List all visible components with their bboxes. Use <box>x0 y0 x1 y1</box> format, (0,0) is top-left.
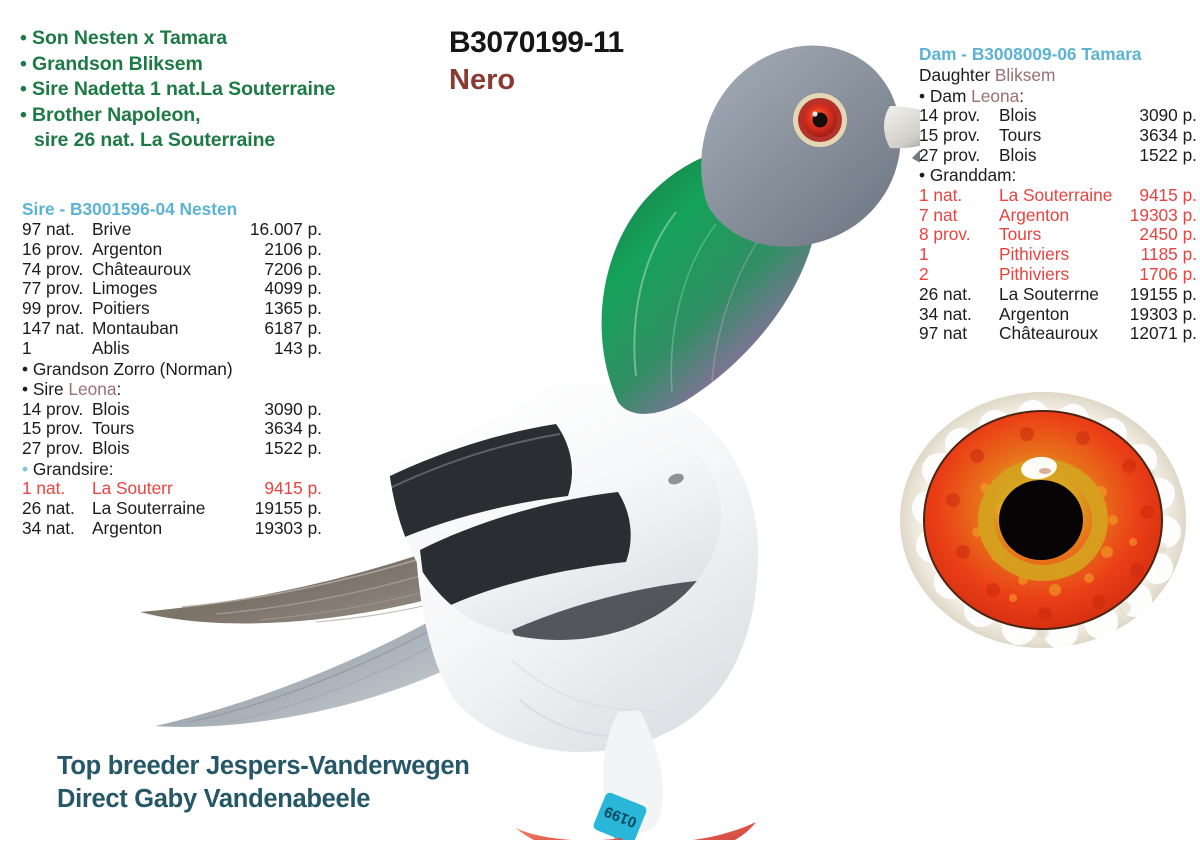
highlight-line: • Sire Nadetta 1 nat.La Souterraine <box>20 78 336 100</box>
sire-header: Sire - B3001596-04 Nesten <box>22 199 238 219</box>
table-row: 77 prov. Limoges 4099 p. <box>22 278 322 299</box>
table-row: 97 nat Châteauroux 12071 p. <box>919 323 1197 344</box>
table-row: 34 nat. Argenton 19303 p. <box>919 303 1197 324</box>
breeder-line-2: Direct Gaby Vandenabeele <box>57 785 371 813</box>
wing-shield <box>388 406 722 640</box>
dam-header: Dam - B3008009-06 Tamara <box>919 44 1142 64</box>
dam-label: • Dam Leona: <box>919 85 1025 106</box>
table-row: 34 nat. Argenton 19303 p. <box>22 518 322 539</box>
highlight-line: • Grandson Bliksem <box>20 52 203 75</box>
ring-number: B3070199-11 <box>449 26 624 59</box>
beak <box>884 106 920 149</box>
granddam-label: • Granddam: <box>919 165 1017 186</box>
blue-bullet-icon: • <box>22 458 29 479</box>
eye-pupil <box>812 112 828 128</box>
highlight-line: • Son Nesten x Tamara <box>20 27 228 49</box>
table-row: 16 prov. Argenton 2106 p. <box>22 238 322 259</box>
table-row: 7 nat Argenton 19303 p. <box>919 204 1197 225</box>
highlight-line: • Brother Napoleon, <box>20 103 201 126</box>
table-row: 14 prov. Blois 3090 p. <box>22 398 322 419</box>
table-row: 27 prov. Blois 1522 p. <box>22 438 322 459</box>
table-row: 26 nat. La Souterrne 19155 p. <box>919 283 1197 304</box>
table-row: 15 prov. Tours 3634 p. <box>22 418 322 439</box>
table-row: 27 prov. Blois 1522 p. <box>919 144 1197 165</box>
neck-iridescent <box>601 144 819 414</box>
daughter-note: Daughter Bliksem <box>919 65 1056 85</box>
table-row: 74 prov. Châteauroux 7206 p. <box>22 258 322 279</box>
leg-band-number: 0199 <box>602 802 639 830</box>
table-row: 1 nat. La Souterr 9415 p. <box>22 478 322 499</box>
table-row: 1 Ablis 143 p. <box>22 337 322 358</box>
head <box>701 45 920 247</box>
legs-and-feet: 0199 <box>516 792 756 840</box>
highlight-bullets: • Son Nesten x Tamara • Grandson Bliksem… <box>20 26 440 154</box>
dam-pedigree-block: Dam - B3008009-06 Tamara Daughter Blikse… <box>919 44 1197 344</box>
pigeon-name: Nero <box>449 64 516 96</box>
tail-feathers <box>155 610 470 727</box>
sub-sire-label: • Sire Leona: <box>22 379 122 400</box>
eye-macro-photo <box>900 392 1186 649</box>
pupil <box>999 480 1083 560</box>
table-row: 15 prov. Tours 3634 p. <box>919 124 1197 145</box>
accent-name: Leona <box>68 379 117 400</box>
breeder-line-1: Top breeder Jespers-Vanderwegen <box>57 752 470 780</box>
sire-pedigree-block: Sire - B3001596-04 Nesten 97 nat. Brive … <box>22 199 322 539</box>
primary-flight-feathers <box>140 530 525 624</box>
accent-name: Leona <box>971 85 1020 106</box>
table-row: 8 prov. Tours 2450 p. <box>919 224 1197 245</box>
accent-name: Bliksem <box>994 65 1056 85</box>
eye-cere <box>793 93 847 147</box>
table-row: 26 nat. La Souterraine 19155 p. <box>22 498 322 519</box>
table-row: 1 Pithiviers 1185 p. <box>919 244 1197 265</box>
table-row: 147 nat. Montauban 6187 p. <box>22 317 322 338</box>
grandsire-label-text: Grandsire: <box>28 458 114 479</box>
grandsire-label: •• Grandsire: Grandsire: <box>22 459 322 480</box>
table-row: 97 nat. Brive 16.007 p. <box>22 219 322 239</box>
leg-band: 0199 <box>593 792 647 840</box>
subject-identity: B3070199-11 Nero <box>449 26 624 97</box>
table-row: 99 prov. Poitiers 1365 p. <box>22 298 322 319</box>
iris <box>923 410 1163 630</box>
grandson-note: • Grandson Zorro (Norman) <box>22 358 233 379</box>
table-row: 2 Pithiviers 1706 p. <box>919 264 1197 285</box>
highlight-line: sire 26 nat. La Souterraine <box>34 129 276 151</box>
table-row: 14 prov. Blois 3090 p. <box>919 105 1197 125</box>
eye-iris <box>803 103 837 137</box>
breeder-credit: Top breeder Jespers-Vanderwegen Direct G… <box>57 750 470 816</box>
table-row: 1 nat. La Souterraine 9415 p. <box>919 184 1197 205</box>
